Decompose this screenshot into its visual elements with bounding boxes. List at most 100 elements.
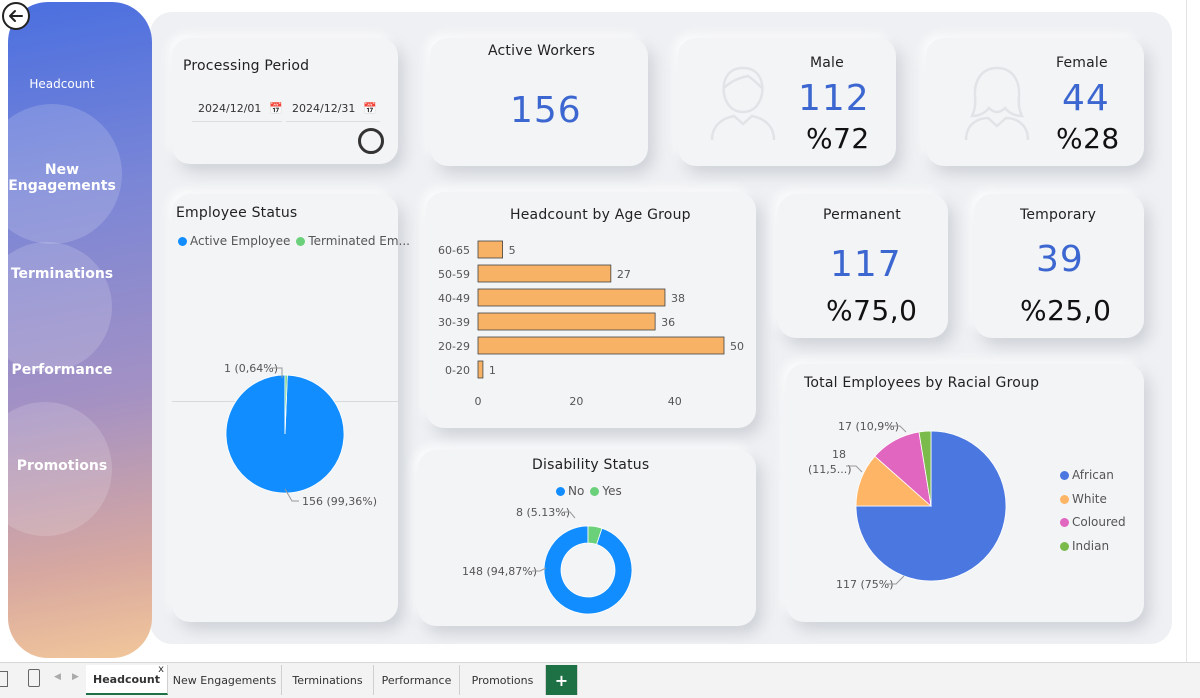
mobile-layout-icon[interactable] xyxy=(28,669,40,687)
age-category-label: 60-65 xyxy=(438,244,470,257)
age-group-bar-chart[interactable]: 60-65 5 50-59 27 40-49 38 30-39 36 20-29 50 0-20 1 0… xyxy=(426,236,756,416)
nav-item-promotions[interactable]: Promotions xyxy=(16,458,108,474)
permanent-title: Permanent xyxy=(823,207,901,223)
racial-group-title: Total Employees by Racial Group xyxy=(804,375,1040,391)
nav-item-performance[interactable]: Performance xyxy=(11,362,113,378)
tab-headcount[interactable]: Headcount x xyxy=(86,664,168,695)
page-tab-bar: ◀ ▶ Headcount x New Engagements Terminat… xyxy=(0,662,1200,698)
legend-item-active[interactable]: Active Employee xyxy=(178,234,290,248)
arrow-left-icon xyxy=(9,10,23,22)
legend-dot-icon xyxy=(1060,541,1069,551)
temporary-percent: %25,0 xyxy=(1020,294,1112,327)
processing-period-card: Processing Period 2024/12/01 📅 2024/12/3… xyxy=(172,38,398,164)
leader-line xyxy=(846,465,863,473)
nav-item-new-engagements[interactable]: New Engagements xyxy=(8,162,116,194)
add-page-button[interactable]: + xyxy=(546,665,578,695)
racial-legend: African White Coloured Indian xyxy=(1060,464,1126,558)
age-axis-tick: 40 xyxy=(668,395,682,408)
legend-dot-icon xyxy=(1060,518,1069,527)
age-category-label: 50-59 xyxy=(438,268,470,281)
female-person-icon xyxy=(964,66,1030,141)
pie-slice-indian[interactable] xyxy=(918,430,932,507)
pie-slice-terminated-em-[interactable] xyxy=(284,374,288,435)
tab-performance[interactable]: Performance xyxy=(374,665,460,695)
window-right-edge xyxy=(1186,0,1200,662)
leader-line xyxy=(886,575,905,585)
legend-item-coloured[interactable]: Coloured xyxy=(1060,511,1126,535)
age-bar-value: 27 xyxy=(617,268,631,281)
tab-label: Headcount xyxy=(93,672,160,686)
racial-label-white-pct: (11,5...) xyxy=(808,463,852,476)
tab-label: Promotions xyxy=(471,673,534,687)
age-group-title: Headcount by Age Group xyxy=(510,207,691,223)
employee-status-title: Employee Status xyxy=(176,205,298,221)
age-category-label: 40-49 xyxy=(438,292,470,305)
end-date-field[interactable]: 2024/12/31 📅 xyxy=(286,96,380,122)
female-value: 44 xyxy=(1062,78,1110,119)
age-bar-0-20[interactable] xyxy=(477,360,484,379)
tab-label: New Engagements xyxy=(172,673,277,687)
slider-handle[interactable] xyxy=(358,128,384,154)
leader-line xyxy=(532,567,547,572)
nav-bubble-decoration xyxy=(8,402,112,536)
legend-dot-icon xyxy=(1060,471,1069,480)
age-bar-value: 38 xyxy=(671,292,685,305)
age-bar-40-49[interactable] xyxy=(477,288,666,307)
employee-status-legend: Active Employee Terminated Em... xyxy=(178,234,410,248)
age-bar-50-59[interactable] xyxy=(477,264,612,283)
age-bar-30-39[interactable] xyxy=(477,312,656,331)
tab-promotions[interactable]: Promotions xyxy=(460,665,546,695)
employee-status-pie-chart[interactable]: 1 (0,64%) 156 (99,36%) xyxy=(172,344,398,524)
employee-status-card: Employee Status Active Employee Terminat… xyxy=(172,194,410,622)
legend-item-yes[interactable]: Yes xyxy=(590,484,622,498)
legend-dot-icon xyxy=(296,237,306,246)
nav-item-terminations[interactable]: Terminations xyxy=(10,266,114,282)
leader-line xyxy=(563,511,576,519)
active-workers-title: Active Workers xyxy=(488,43,596,59)
age-axis-tick: 20 xyxy=(569,395,583,408)
report-canvas: Headcount New Engagements Terminations P… xyxy=(2,2,1172,658)
age-bar-20-29[interactable] xyxy=(477,336,725,355)
female-percent: %28 xyxy=(1056,122,1120,155)
calendar-icon[interactable]: 📅 xyxy=(269,102,284,115)
age-bar-value: 1 xyxy=(489,364,496,377)
disability-label-yes: 8 (5.13%) xyxy=(516,506,570,519)
age-group-card: Headcount by Age Group 60-65 5 50-59 27 40-4… xyxy=(426,192,756,428)
age-bar-60-65[interactable] xyxy=(477,240,504,259)
racial-label-white-count: 18 xyxy=(832,448,846,461)
legend-item-white[interactable]: White xyxy=(1060,488,1126,512)
legend-item-no[interactable]: No xyxy=(556,484,584,498)
racial-group-pie-chart[interactable]: 17 (10,9%) 18 (11,5...) 117 (75%) xyxy=(786,404,1144,614)
active-workers-card: Active Workers 156 xyxy=(430,38,648,166)
start-date-field[interactable]: 2024/12/01 📅 xyxy=(192,96,284,122)
male-card: Male 112 %72 xyxy=(678,38,896,166)
back-button[interactable] xyxy=(2,2,30,30)
leader-line xyxy=(284,488,299,502)
female-title: Female xyxy=(1056,55,1108,71)
navigation-sidebar: Headcount New Engagements Terminations P… xyxy=(8,2,152,658)
disability-donut-chart[interactable]: 8 (5.13%) 148 (94,87%) xyxy=(418,502,756,626)
pie-slice-african[interactable] xyxy=(855,430,1007,582)
scroll-left-icon[interactable]: ◀ xyxy=(54,672,61,682)
page-view-icon[interactable] xyxy=(0,671,8,687)
permanent-percent: %75,0 xyxy=(826,294,918,327)
legend-item-terminated[interactable]: Terminated Em... xyxy=(296,234,410,248)
pie-slice-no[interactable] xyxy=(543,525,633,615)
pie-slice-yes[interactable] xyxy=(587,525,603,545)
nav-item-headcount[interactable]: Headcount xyxy=(29,77,95,91)
age-bar-value: 50 xyxy=(730,340,744,353)
scroll-right-icon[interactable]: ▶ xyxy=(72,672,79,682)
nav-bubble-decoration xyxy=(8,104,122,244)
calendar-icon[interactable]: 📅 xyxy=(363,102,378,115)
legend-item-african[interactable]: African xyxy=(1060,464,1126,488)
legend-item-indian[interactable]: Indian xyxy=(1060,535,1126,559)
disability-label-no: 148 (94,87%) xyxy=(462,565,537,578)
close-tab-icon[interactable]: x xyxy=(158,664,164,675)
age-bar-value: 36 xyxy=(661,316,675,329)
tab-new-engagements[interactable]: New Engagements xyxy=(168,665,282,695)
male-person-icon xyxy=(710,66,776,141)
racial-label-coloured: 17 (10,9%) xyxy=(838,420,899,433)
female-card: Female 44 %28 xyxy=(926,38,1144,166)
temporary-card: Temporary 39 %25,0 xyxy=(974,194,1144,338)
tab-terminations[interactable]: Terminations xyxy=(282,665,374,695)
